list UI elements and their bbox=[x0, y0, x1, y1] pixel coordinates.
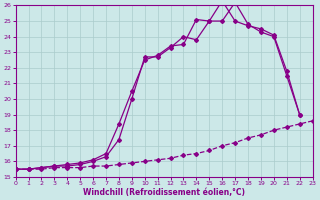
X-axis label: Windchill (Refroidissement éolien,°C): Windchill (Refroidissement éolien,°C) bbox=[83, 188, 245, 197]
